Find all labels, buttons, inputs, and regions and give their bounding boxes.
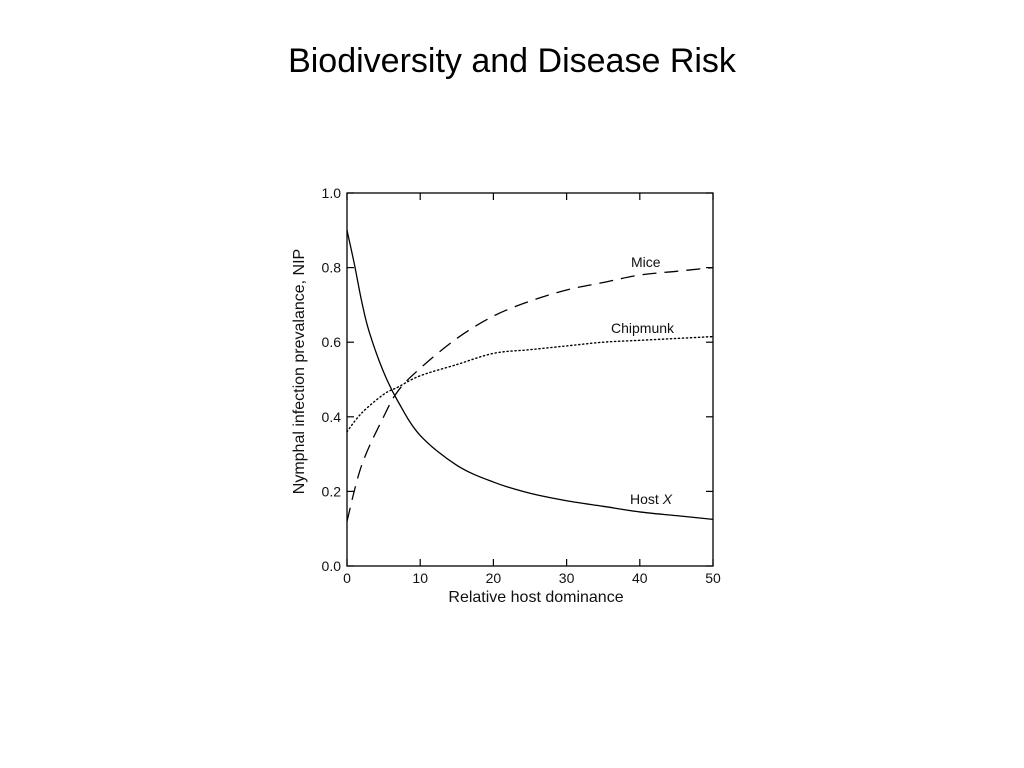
y-tick-label: 0.8 [322, 260, 342, 276]
x-tick-label: 50 [705, 570, 721, 586]
series-line-mice [346, 266, 714, 522]
y-tick-label: 0.2 [322, 483, 342, 499]
series-line-host-x [346, 230, 714, 521]
x-tick-label: 40 [632, 570, 648, 586]
slide-title: Biodiversity and Disease Risk [288, 42, 736, 80]
series-label-chipmunk: Chipmunk [611, 320, 675, 336]
chart-axes: 0 10 20 30 40 50 0.0 0.2 0.4 0.6 0.8 1.0 Relative ho… [291, 185, 721, 606]
y-tick-label: 1.0 [322, 185, 342, 201]
y-tick-label: 0.4 [322, 409, 342, 425]
x-tick-label: 0 [343, 570, 351, 586]
x-tick-label: 20 [486, 570, 502, 586]
x-tick-label: 30 [559, 570, 575, 586]
y-tick-label: 0.0 [322, 558, 342, 574]
series-line-chipmunk [346, 335, 714, 433]
plot-frame [346, 192, 714, 567]
x-tick-label: 10 [412, 570, 428, 586]
y-tick-label: 0.6 [322, 334, 342, 350]
y-axis-title: Nymphal infection prevalance, NIP [291, 249, 308, 494]
series-label-mice: Mice [631, 254, 661, 270]
chart-labels: Mice Chipmunk Host X [611, 254, 675, 507]
x-axis-title: Relative host dominance [448, 589, 623, 606]
chart-series-lines [346, 230, 714, 522]
series-label-host-x: Host X [630, 491, 673, 507]
